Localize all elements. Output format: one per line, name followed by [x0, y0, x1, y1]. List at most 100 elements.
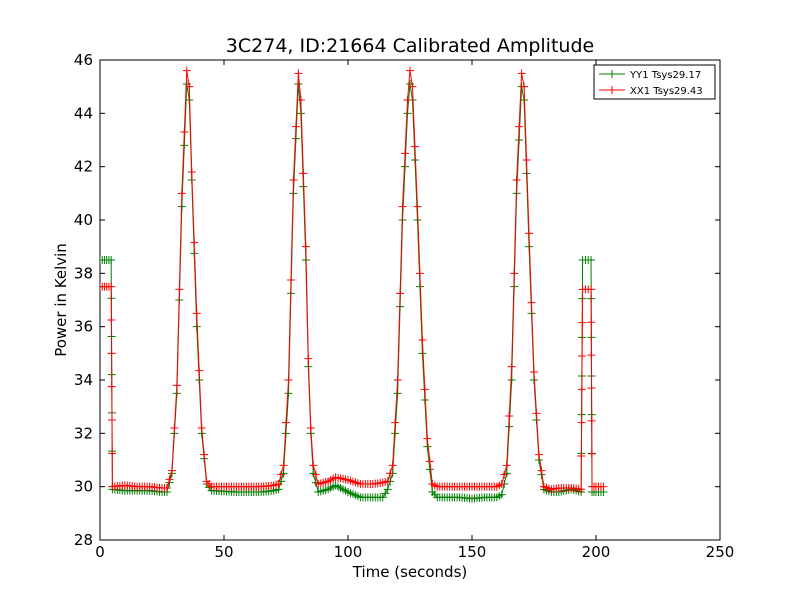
data-point — [517, 69, 526, 78]
x-axis-ticks: 0 50 100 150 200 250 — [95, 60, 734, 561]
data-point — [393, 376, 402, 384]
data-point — [587, 384, 596, 392]
data-point — [507, 362, 516, 371]
data-point — [403, 96, 412, 104]
data-point — [537, 466, 546, 475]
data-point — [534, 450, 543, 459]
data-point — [587, 318, 596, 327]
data-point — [180, 128, 189, 136]
data-point — [304, 354, 313, 363]
data-point — [530, 368, 538, 376]
data-point — [107, 256, 116, 264]
data-point — [425, 457, 434, 466]
data-point — [291, 122, 300, 131]
data-point — [413, 202, 422, 211]
data-point — [200, 450, 209, 459]
data-point — [107, 282, 116, 291]
data-point — [175, 285, 184, 294]
data-point — [406, 66, 414, 75]
plot-area — [99, 59, 721, 541]
data-point — [522, 156, 531, 164]
data-point — [510, 269, 519, 278]
data-point — [162, 484, 171, 492]
x-axis-label: Time (seconds) — [352, 563, 468, 581]
data-point — [107, 316, 116, 324]
data-point — [107, 416, 116, 424]
data-point — [107, 382, 116, 391]
data-point — [187, 168, 196, 176]
legend-marker — [608, 86, 616, 94]
legend: YY1 Tsys29.17 XX1 Tsys29.43 — [593, 64, 716, 100]
data-point — [286, 276, 295, 284]
data-point — [578, 318, 587, 327]
data-point — [577, 452, 586, 460]
data-point — [301, 242, 310, 251]
y-tick-label: 44 — [74, 104, 93, 122]
data-point — [577, 418, 586, 427]
data-point — [505, 412, 514, 420]
y-tick-label: 34 — [74, 371, 93, 389]
data-point — [423, 434, 432, 443]
data-point — [299, 169, 308, 178]
legend-marker — [608, 70, 616, 78]
data-point — [500, 470, 509, 479]
data-point — [177, 189, 186, 198]
data-point — [507, 376, 516, 384]
data-point — [398, 202, 407, 211]
data-point — [497, 490, 506, 499]
data-point — [512, 176, 521, 184]
data-point — [515, 122, 524, 131]
data-point — [167, 466, 176, 475]
x-tick-label: 50 — [214, 543, 233, 561]
data-point — [197, 424, 206, 432]
y-tick-label: 32 — [74, 424, 93, 442]
data-point — [190, 238, 199, 247]
data-point — [185, 82, 194, 91]
data-point — [587, 256, 596, 264]
data-point — [279, 461, 288, 470]
y-tick-label: 46 — [74, 51, 93, 69]
series-2 — [100, 66, 608, 494]
data-point — [108, 449, 117, 458]
data-point — [172, 381, 181, 390]
data-point — [282, 418, 290, 427]
data-point — [525, 229, 534, 238]
x-tick-label: 200 — [582, 543, 611, 561]
data-point — [107, 349, 116, 358]
data-point — [423, 442, 432, 451]
data-point — [587, 416, 596, 425]
data-point — [277, 470, 286, 479]
y-tick-label: 40 — [74, 211, 93, 229]
series-layer — [100, 66, 608, 503]
data-point — [383, 485, 392, 494]
data-point — [396, 289, 405, 298]
data-point — [309, 461, 318, 470]
data-point — [587, 449, 596, 458]
data-point — [415, 269, 424, 278]
data-point — [386, 469, 395, 478]
y-axis-label: Power in Kelvin — [52, 243, 70, 357]
legend-label: XX1 Tsys29.43 — [630, 86, 703, 97]
data-point — [192, 309, 201, 318]
y-tick-label: 36 — [74, 318, 93, 336]
data-point — [520, 82, 529, 91]
data-point — [182, 66, 191, 75]
data-point — [418, 349, 427, 358]
y-tick-label: 42 — [74, 158, 93, 176]
data-point — [388, 461, 397, 470]
data-point — [497, 480, 506, 488]
data-point — [418, 336, 427, 344]
y-tick-label: 38 — [74, 264, 93, 282]
data-point — [383, 477, 392, 486]
data-point — [410, 142, 419, 151]
data-point — [408, 82, 417, 91]
data-point — [502, 461, 511, 470]
x-tick-label: 0 — [95, 543, 105, 561]
data-point — [306, 424, 315, 432]
legend-box — [593, 64, 716, 100]
data-point — [420, 385, 429, 394]
x-tick-label: 150 — [458, 543, 487, 561]
data-point — [294, 69, 303, 78]
data-point — [289, 176, 298, 184]
